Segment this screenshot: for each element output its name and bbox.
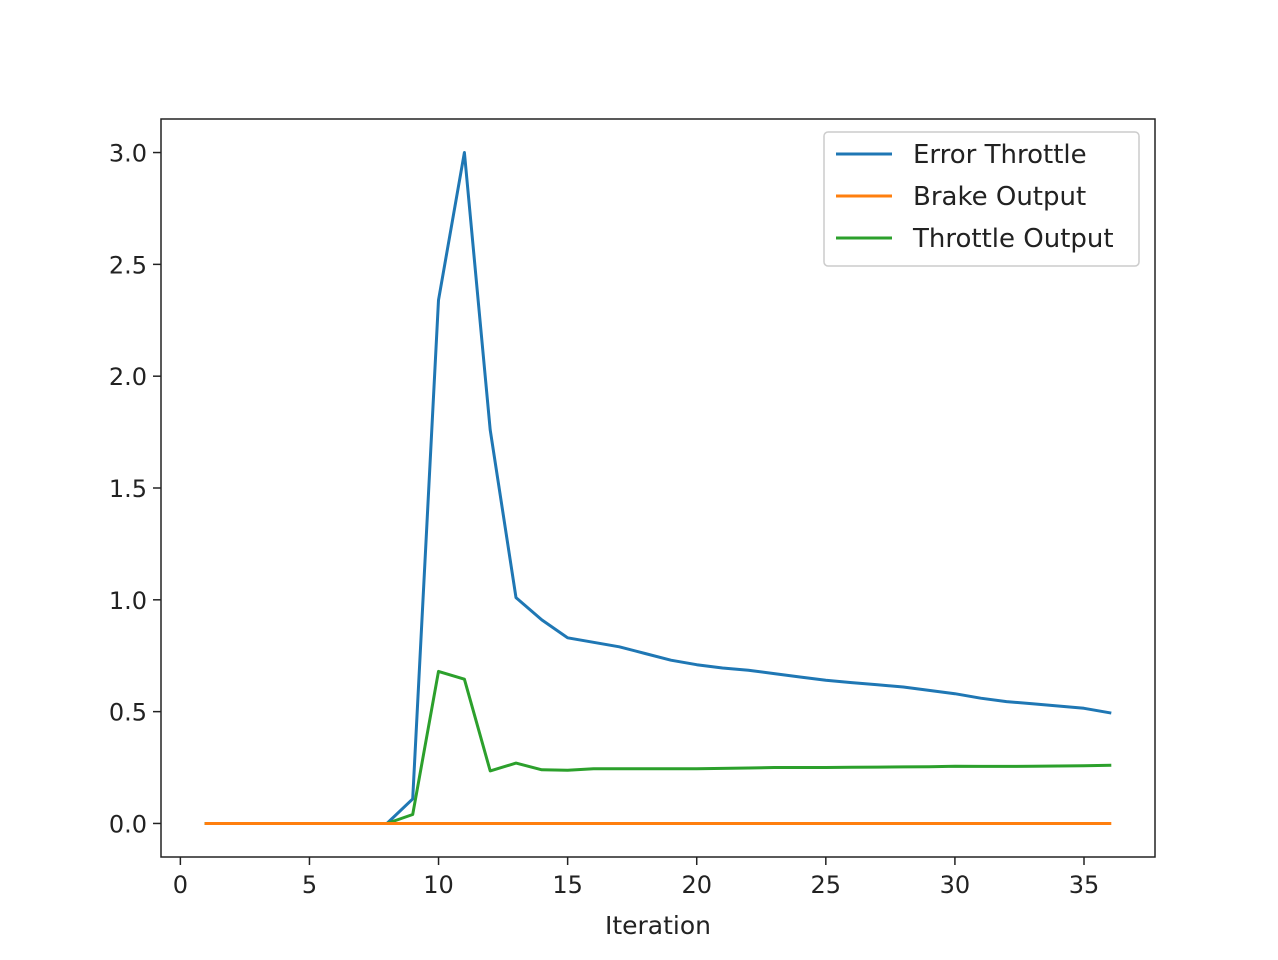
legend-label-error-throttle: Error Throttle bbox=[913, 140, 1087, 170]
y-tick-label: 2.0 bbox=[109, 363, 147, 391]
x-tick-label: 10 bbox=[423, 871, 454, 899]
x-tick-label: 30 bbox=[940, 871, 971, 899]
x-tick-label: 35 bbox=[1069, 871, 1100, 899]
y-tick-label: 0.5 bbox=[109, 699, 147, 727]
x-tick-label: 0 bbox=[173, 871, 188, 899]
y-axis-ticks: 0.0 0.5 1.0 1.5 2.0 2.5 3.0 bbox=[109, 140, 161, 838]
x-tick-label: 15 bbox=[552, 871, 583, 899]
legend: Error Throttle Brake Output Throttle Outpu… bbox=[823, 131, 1140, 267]
legend-label-throttle-output: Throttle Output bbox=[912, 224, 1114, 254]
legend-label-brake-output: Brake Output bbox=[913, 182, 1086, 212]
x-tick-label: 5 bbox=[302, 871, 317, 899]
y-tick-label: 1.5 bbox=[109, 475, 147, 503]
y-tick-label: 0.0 bbox=[109, 810, 147, 838]
legend-box bbox=[823, 131, 1140, 267]
axes: 0 5 10 15 20 25 30 35 0.0 0.5 1.0 1.5 2.0 2.5 3.0 Ite… bbox=[109, 118, 1156, 940]
x-axis-label: Iteration bbox=[605, 911, 711, 940]
y-tick-label: 1.0 bbox=[109, 587, 147, 615]
x-tick-label: 20 bbox=[681, 871, 712, 899]
x-tick-label: 25 bbox=[811, 871, 842, 899]
y-tick-label: 2.5 bbox=[109, 251, 147, 279]
y-tick-label: 3.0 bbox=[109, 140, 147, 168]
plot-area bbox=[204, 151, 1112, 825]
x-axis-ticks: 0 5 10 15 20 25 30 35 bbox=[173, 857, 1100, 899]
